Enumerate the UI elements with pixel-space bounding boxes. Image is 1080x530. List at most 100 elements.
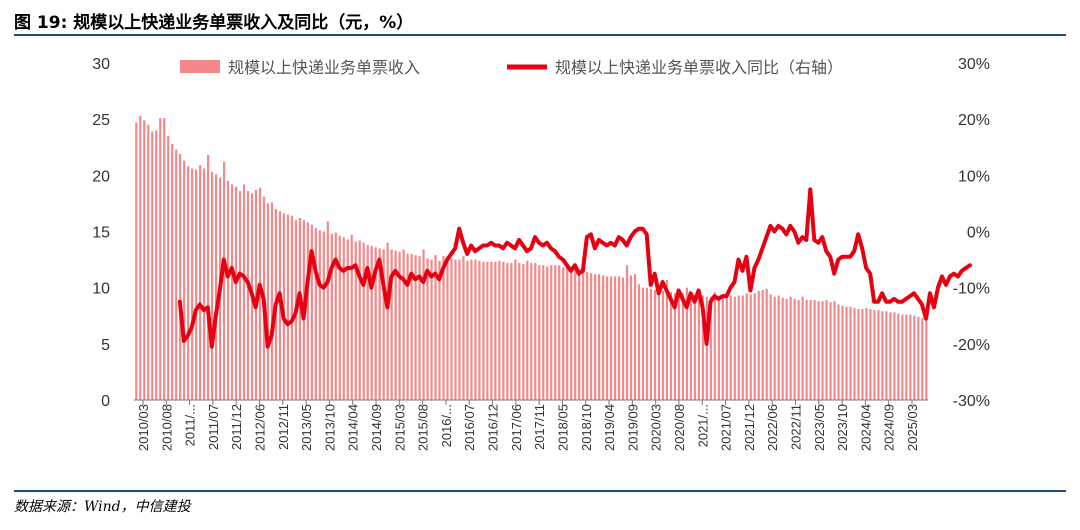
bar (234, 186, 238, 400)
bar (833, 301, 836, 400)
bar (322, 231, 325, 400)
left-axis: 0 5 10 15 20 25 30 (92, 56, 110, 410)
bar (159, 118, 162, 400)
bar (817, 301, 820, 400)
bar (697, 294, 700, 400)
bar (885, 311, 888, 400)
bar (486, 261, 489, 400)
bar (426, 258, 429, 400)
x-tick-label: 2017/06 (509, 404, 524, 451)
bar (282, 213, 286, 400)
bar (226, 180, 230, 400)
bar (709, 296, 712, 400)
bar (921, 318, 924, 400)
bar (917, 316, 920, 400)
bar (203, 168, 206, 400)
bar (135, 122, 138, 400)
bar (171, 143, 174, 400)
bar (167, 136, 170, 400)
bar (298, 218, 301, 400)
bar (877, 310, 880, 400)
bar (310, 224, 313, 400)
x-tick-label: 2013/10 (322, 404, 337, 451)
x-tick-label: 2012/06 (253, 404, 268, 451)
bar (669, 292, 673, 400)
bar (151, 131, 154, 400)
bar (538, 265, 541, 400)
bar (474, 259, 477, 400)
bar (458, 259, 461, 400)
bar (574, 266, 577, 400)
bar (869, 309, 872, 400)
bar (430, 259, 433, 400)
x-tick-label: 2015/03 (392, 404, 407, 451)
bar (450, 258, 453, 400)
bar (781, 297, 784, 400)
right-tick-label: 10% (958, 168, 990, 185)
bar (195, 169, 198, 400)
bar (542, 265, 545, 400)
bar (857, 309, 860, 400)
bar (865, 307, 868, 400)
bar (893, 312, 896, 400)
bar (230, 184, 234, 400)
bar (290, 215, 293, 400)
bottom-rule (14, 490, 1066, 492)
bar (514, 259, 517, 400)
bar (187, 166, 190, 400)
bar (909, 314, 912, 400)
bar (637, 284, 641, 400)
bar (841, 305, 844, 400)
bar (733, 296, 736, 400)
bar (422, 249, 425, 400)
bar (813, 300, 816, 400)
x-tick-label: 2023/10 (835, 404, 850, 451)
bar (326, 221, 329, 400)
bar (617, 276, 621, 400)
bar (378, 248, 381, 400)
bar (334, 232, 337, 400)
bar (342, 237, 345, 400)
x-tick-label: 2015/08 (416, 404, 431, 451)
legend-label-bar: 规模以上快递业务单票收入 (228, 58, 420, 77)
left-tick-label: 5 (101, 337, 110, 354)
bar (478, 260, 481, 400)
x-tick-label: 2022/11 (788, 404, 803, 450)
bar (207, 155, 210, 400)
x-tick-label: 2010/03 (136, 404, 151, 451)
right-tick-label: 30% (958, 56, 990, 73)
yoy-line (177, 187, 972, 349)
x-tick-label: 2016/12 (486, 404, 501, 451)
bar (434, 255, 437, 400)
x-tick-label: 2020/08 (672, 404, 687, 451)
bar (454, 259, 457, 400)
bar (482, 261, 485, 400)
bar (745, 293, 748, 400)
bar (685, 287, 688, 400)
bar (534, 262, 537, 400)
bar (757, 291, 760, 400)
bar (346, 239, 349, 400)
bar (725, 296, 728, 400)
bar (729, 295, 732, 400)
bar (506, 262, 509, 400)
bar (825, 300, 828, 400)
x-tick-label: 2023/05 (812, 404, 827, 451)
bar (382, 249, 385, 400)
bar (350, 234, 353, 400)
x-tick-label: 2012/11 (276, 404, 291, 450)
left-tick-label: 10 (92, 281, 110, 298)
bar (362, 242, 365, 400)
bar (418, 256, 421, 400)
x-tick-label: 2011/12 (229, 404, 244, 450)
x-tick-label: 2017/11 (532, 404, 547, 450)
bar (222, 161, 226, 400)
bar (598, 274, 601, 400)
chart: 0 5 10 15 20 25 30 -30% -20% -10% 0% 10% 20% 30% 201… (92, 56, 990, 451)
bar (183, 160, 186, 400)
bar (502, 261, 505, 400)
x-tick-label: 2010/08 (159, 404, 174, 451)
left-tick-label: 30 (92, 56, 110, 73)
bar (913, 315, 916, 400)
x-tick-label: 2013/05 (299, 404, 314, 451)
